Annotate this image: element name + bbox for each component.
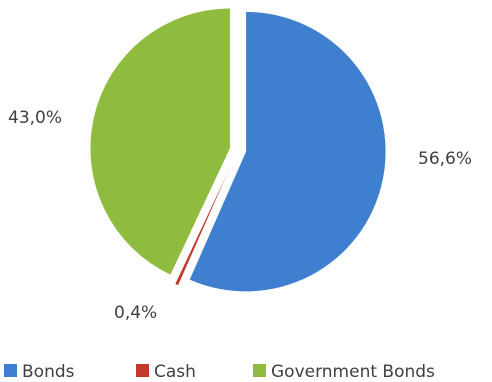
data-label-government-bonds: 43,0% — [8, 108, 62, 128]
pie-slice-government-bonds — [89, 8, 231, 276]
legend: Bonds Cash Government Bonds — [4, 362, 435, 382]
legend-label-government-bonds: Government Bonds — [271, 362, 435, 382]
legend-label-bonds: Bonds — [22, 362, 75, 382]
data-label-cash: 0,4% — [114, 303, 157, 323]
legend-label-cash: Cash — [154, 362, 196, 382]
legend-swatch-bonds — [4, 364, 17, 377]
legend-swatch-cash — [136, 364, 149, 377]
pie-slices — [89, 8, 387, 292]
legend-swatch-government-bonds — [253, 364, 266, 377]
data-label-bonds: 56,6% — [418, 149, 472, 169]
pie-slice-cash — [174, 157, 235, 286]
pie-slice-bonds — [189, 11, 387, 292]
